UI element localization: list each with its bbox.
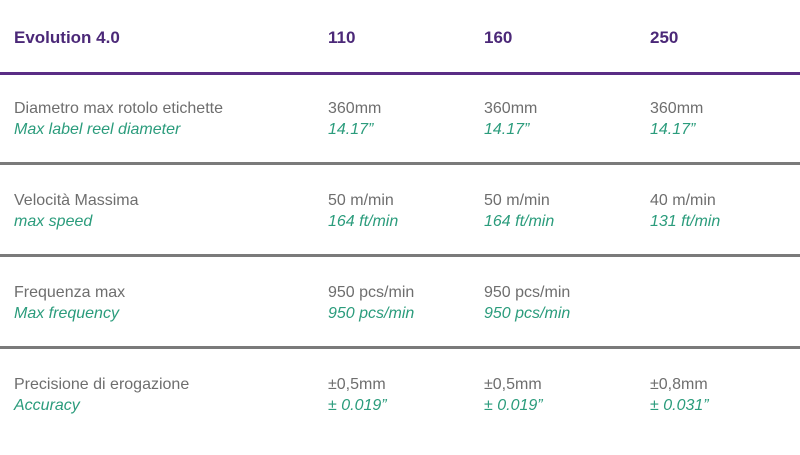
- header-cell: 160: [484, 28, 513, 47]
- header-cell: 110: [328, 28, 356, 47]
- metric-value: 950 pcs/min: [328, 284, 415, 301]
- metric-value: 50 m/min: [328, 192, 394, 209]
- imperial-value: 14.17”: [328, 121, 374, 138]
- metric-value: 360mm: [650, 100, 704, 117]
- metric-value: 360mm: [328, 100, 382, 117]
- row-rule: [0, 346, 800, 349]
- metric-value: 50 m/min: [484, 192, 550, 209]
- row-rule: [0, 162, 800, 165]
- row-label-en: max speed: [14, 213, 93, 230]
- imperial-value: 14.17”: [484, 121, 530, 138]
- row-label: Velocità Massima: [14, 192, 139, 209]
- imperial-value: 164 ft/min: [484, 213, 555, 230]
- metric-value: 950 pcs/min: [484, 284, 571, 301]
- imperial-value: 950 pcs/min: [328, 305, 415, 322]
- imperial-value: 14.17”: [650, 121, 696, 138]
- metric-value: ±0,5mm: [328, 376, 386, 393]
- imperial-value: ± 0.031”: [650, 397, 709, 414]
- metric-value: ±0,5mm: [484, 376, 542, 393]
- imperial-value: 131 ft/min: [650, 213, 721, 230]
- row-label: Frequenza max: [14, 284, 126, 301]
- row-label-en: Accuracy: [14, 397, 80, 414]
- row-rule: [0, 254, 800, 257]
- imperial-value: ± 0.019”: [328, 397, 387, 414]
- imperial-value: ± 0.019”: [484, 397, 543, 414]
- row-label: Diametro max rotolo etichette: [14, 100, 223, 117]
- imperial-value: 950 pcs/min: [484, 305, 571, 322]
- header-cell: 250: [650, 28, 679, 47]
- metric-value: ±0,8mm: [650, 376, 708, 393]
- header-cell: Evolution 4.0: [14, 28, 120, 47]
- row-label: Precisione di erogazione: [14, 376, 190, 393]
- metric-value: 40 m/min: [650, 192, 716, 209]
- header-rule: [0, 72, 800, 75]
- row-label-en: Max frequency: [14, 305, 119, 322]
- imperial-value: 164 ft/min: [328, 213, 399, 230]
- metric-value: 360mm: [484, 100, 538, 117]
- row-label-en: Max label reel diameter: [14, 121, 181, 138]
